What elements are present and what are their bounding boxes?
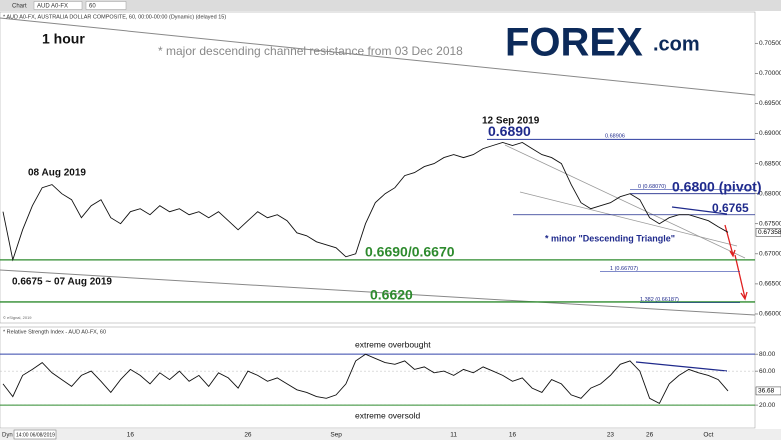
toolbar — [0, 0, 781, 11]
last-value-label: 36.68 — [758, 388, 775, 395]
level-label: 0.6765 — [712, 201, 749, 215]
last-value-label: 0.67358 — [758, 229, 781, 236]
y-tick-label: 80.00 — [759, 351, 776, 358]
copyright: © eSignal, 2019 — [3, 315, 32, 320]
x-tick-label: 16 — [127, 432, 135, 439]
annotation: extreme oversold — [355, 410, 420, 420]
fib-label: 1 (0.66707) — [610, 266, 638, 272]
x-tick-label: 26 — [646, 432, 654, 439]
x-tick-label: 23 — [607, 432, 615, 439]
last-value-box — [755, 228, 781, 237]
y-tick-label: 0.69000 — [759, 130, 781, 137]
x-tick-label: 26 — [244, 432, 252, 439]
fib-label: 1.382 (0.66187) — [640, 297, 679, 303]
y-tick-label: 0.68500 — [759, 160, 781, 167]
x-tick-label: Oct — [703, 432, 713, 439]
y-tick-label: 0.69500 — [759, 100, 781, 107]
x-tick-label: 14:00 06/08/2019 — [16, 432, 55, 438]
annotation: extreme overbought — [355, 339, 431, 349]
series-line — [2, 353, 729, 405]
annotation: 12 Sep 2019 — [482, 116, 540, 127]
channel-line — [0, 17, 756, 96]
x-start-box — [13, 429, 57, 440]
series-line — [2, 142, 729, 262]
y-tick-label: 0.70500 — [759, 40, 781, 47]
level-label: 0.6890 — [488, 123, 531, 139]
last-value-box — [755, 386, 781, 396]
x-axis-bar — [0, 429, 781, 440]
y-tick-label: 0.66500 — [759, 281, 781, 288]
x-tick-label: Sep — [330, 432, 342, 439]
symbol-box[interactable] — [33, 1, 83, 10]
annotation: 1 hour — [42, 31, 85, 47]
annotation: 0.6675 ~ 07 Aug 2019 — [12, 277, 112, 288]
annotation: 08 Aug 2019 — [28, 168, 86, 179]
pane-title: * AUD A0-FX, AUSTRALIA DOLLAR COMPOSITE,… — [3, 14, 226, 20]
level-label: 0.6690/0.6670 — [365, 244, 455, 260]
trend-line — [519, 191, 738, 247]
y-tick-label: 0.70000 — [759, 70, 781, 77]
y-tick-label: 20.00 — [759, 402, 776, 409]
y-tick-label: 0.68000 — [759, 190, 781, 197]
rsi-pane — [0, 326, 756, 429]
interval-box[interactable] — [85, 1, 127, 10]
x-tick-label: 16 — [509, 432, 517, 439]
toolbar-label: Chart — [12, 4, 27, 10]
logo-suffix: .com — [653, 33, 700, 55]
y-tick-label: 0.67000 — [759, 251, 781, 258]
y-tick-label: 60.00 — [759, 368, 776, 375]
level-label: 0.6800 (pivot) — [672, 178, 761, 194]
toolbar-symbol: AUD A0-FX — [37, 4, 68, 10]
annotation: * major descending channel resistance fr… — [158, 44, 463, 58]
trend-line — [504, 144, 746, 259]
y-tick-label: 0.67500 — [759, 220, 781, 227]
fib-label: 0.68906 — [605, 134, 625, 140]
logo: FOREX — [505, 21, 643, 65]
triangle-line — [671, 206, 728, 215]
channel-line — [0, 269, 756, 316]
x-prefix: Dyn — [2, 433, 13, 439]
level-label: 0.6620 — [370, 287, 413, 303]
projection-arrow — [724, 224, 748, 301]
y-tick-label: 0.66000 — [759, 311, 781, 318]
fib-label: 0 (0.68070) — [638, 184, 666, 190]
rsi-divergence-line — [635, 361, 728, 372]
annotation: * minor "Descending Triangle" — [545, 233, 675, 243]
toolbar-interval: 60 — [89, 4, 96, 10]
x-tick-label: 11 — [450, 432, 457, 439]
pane-title: * Relative Strength Index - AUD A0-FX, 6… — [3, 329, 106, 335]
